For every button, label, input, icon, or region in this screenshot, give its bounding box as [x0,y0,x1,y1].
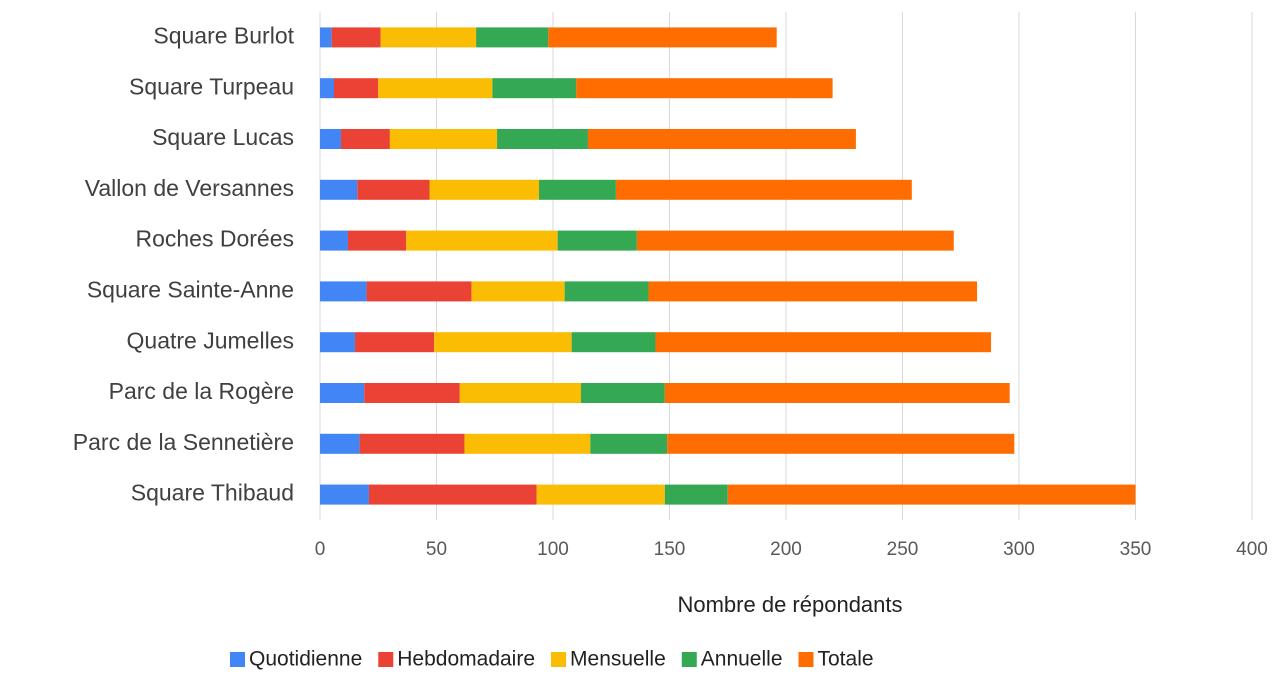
x-tick-label: 200 [770,539,802,560]
y-tick-label: Square Thibaud [131,480,294,506]
y-tick-label: Roches Dorées [135,226,294,252]
bar-segment [727,484,1136,505]
bar-segment [347,230,407,251]
bar-segment [354,332,435,353]
bar-segment [564,281,649,302]
bar-segment [648,281,978,302]
y-tick-label: Square Lucas [152,124,294,150]
bar-segment [667,433,1015,454]
bar-segment [580,383,665,403]
bar-segment [389,129,498,149]
y-tick-label: Square Burlot [153,22,294,48]
y-tick-label: Square Sainte-Anne [87,276,294,302]
legend-swatch [551,652,567,667]
y-tick-label: Quatre Jumelles [127,327,294,353]
bar-segment [655,332,992,353]
bar-segment [434,332,572,353]
bar-segment [320,129,341,149]
x-tick-label: 100 [537,539,569,560]
bar-segment [320,281,367,302]
legend-swatch [681,652,697,667]
legend-label: Quotidienne [249,648,362,671]
bar-segment [359,433,465,454]
bar-segment [548,27,777,48]
bar-segment [536,484,665,505]
bar-segment [471,281,565,302]
bar-segment [320,484,369,505]
legend-swatch [230,652,245,667]
bar-segment [429,179,540,200]
y-tick-label: Vallon de Versannes [85,175,294,201]
x-axis-title: Nombre de répondants [677,592,902,617]
legend-label: Totale [818,648,874,671]
bar-segment [366,281,472,302]
x-tick-label: 350 [1120,539,1152,560]
bar-segment [636,230,954,251]
bar-segment [320,383,365,403]
legend-label: Annuelle [701,648,783,671]
y-tick-label: Square Turpeau [129,73,294,99]
legend-swatch [378,652,394,667]
bar-segment [664,484,728,505]
bar-segment [587,129,856,149]
x-tick-label: 300 [1003,539,1035,560]
x-tick-label: 0 [315,539,326,560]
bar-segment [364,383,460,403]
bar-segment [590,433,668,454]
bar-segment [464,433,591,454]
bar-segment [406,230,558,251]
x-tick-label: 50 [426,539,447,560]
bar-segment [357,179,430,200]
x-tick-label: 400 [1236,539,1268,560]
bar-segment [664,383,1010,403]
bar-segment [320,230,348,251]
bar-segment [320,78,334,99]
bar-segment [576,78,833,99]
bar-segment [378,78,493,99]
legend-swatch [798,652,814,667]
bar-segment [320,179,358,200]
bar-segment [615,179,912,200]
bar-segment [320,332,355,353]
bar-segment [331,27,381,48]
bar-segment [492,78,577,99]
legend-label: Mensuelle [570,648,666,671]
bar-segment [368,484,537,505]
bar-segment [320,433,360,454]
bar-segment [497,129,588,149]
legend-label: Hebdomadaire [397,648,535,671]
bar-segment [557,230,637,251]
bar-segment [333,78,379,99]
bar-segment [539,179,616,200]
bar-segment [340,129,390,149]
bar-segment [459,383,581,403]
x-tick-label: 150 [654,539,686,560]
bar-segment [380,27,477,48]
y-tick-label: Parc de la Sennetière [73,429,294,455]
x-tick-label: 250 [887,539,919,560]
y-tick-label: Parc de la Rogère [109,378,294,404]
bar-segment [320,27,332,48]
bar-segment [476,27,549,48]
bar-segment [571,332,656,353]
